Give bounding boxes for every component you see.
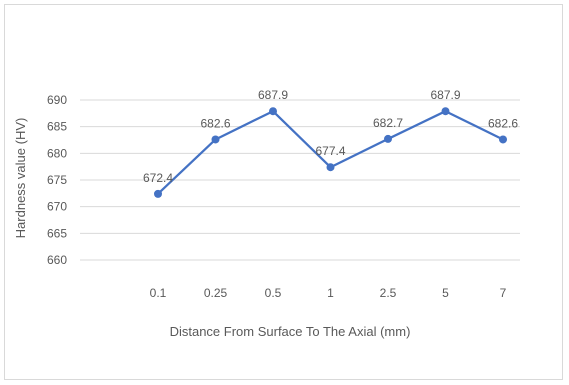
x-tick-label: 0.1 (150, 286, 167, 300)
y-tick-label: 670 (47, 200, 67, 214)
data-label: 682.6 (200, 116, 230, 130)
gridlines (80, 99, 520, 261)
y-tick-label: 675 (47, 173, 67, 187)
x-tick-label: 0.25 (204, 286, 228, 300)
x-tick-label: 0.5 (265, 286, 282, 300)
data-point (384, 134, 392, 143)
y-tick-label: 690 (47, 93, 67, 107)
chart-area (4, 4, 563, 380)
data-point (499, 135, 507, 144)
data-label: 682.7 (373, 116, 403, 130)
series-hardness (154, 107, 507, 198)
data-labels: 672.4 682.6 687.9 677.4 682.7 687.9 682.6 (143, 88, 518, 185)
x-axis-title: Distance From Surface To The Axial (mm) (170, 324, 411, 339)
data-label: 682.6 (488, 116, 518, 130)
data-label: 687.9 (430, 88, 460, 102)
data-point (269, 107, 277, 116)
data-point (441, 107, 450, 116)
x-tick-label: 7 (500, 286, 507, 300)
y-axis-tick-labels: 660 665 670 675 680 685 690 (47, 93, 67, 267)
x-axis-tick-labels: 0.1 0.25 0.5 1 2.5 5 7 (150, 286, 507, 300)
y-tick-label: 660 (47, 253, 67, 267)
data-point (154, 189, 162, 198)
y-axis-title: Hardness value (HV) (13, 118, 28, 239)
data-point (326, 163, 335, 172)
y-tick-label: 685 (47, 120, 67, 134)
y-tick-label: 680 (47, 146, 67, 160)
y-tick-label: 665 (47, 226, 67, 240)
data-label: 687.9 (258, 88, 288, 102)
x-tick-label: 1 (327, 286, 334, 300)
data-point (211, 135, 220, 144)
data-label: 672.4 (143, 171, 173, 185)
data-label: 677.4 (315, 144, 345, 158)
x-tick-label: 5 (442, 286, 449, 300)
x-tick-label: 2.5 (380, 286, 397, 300)
